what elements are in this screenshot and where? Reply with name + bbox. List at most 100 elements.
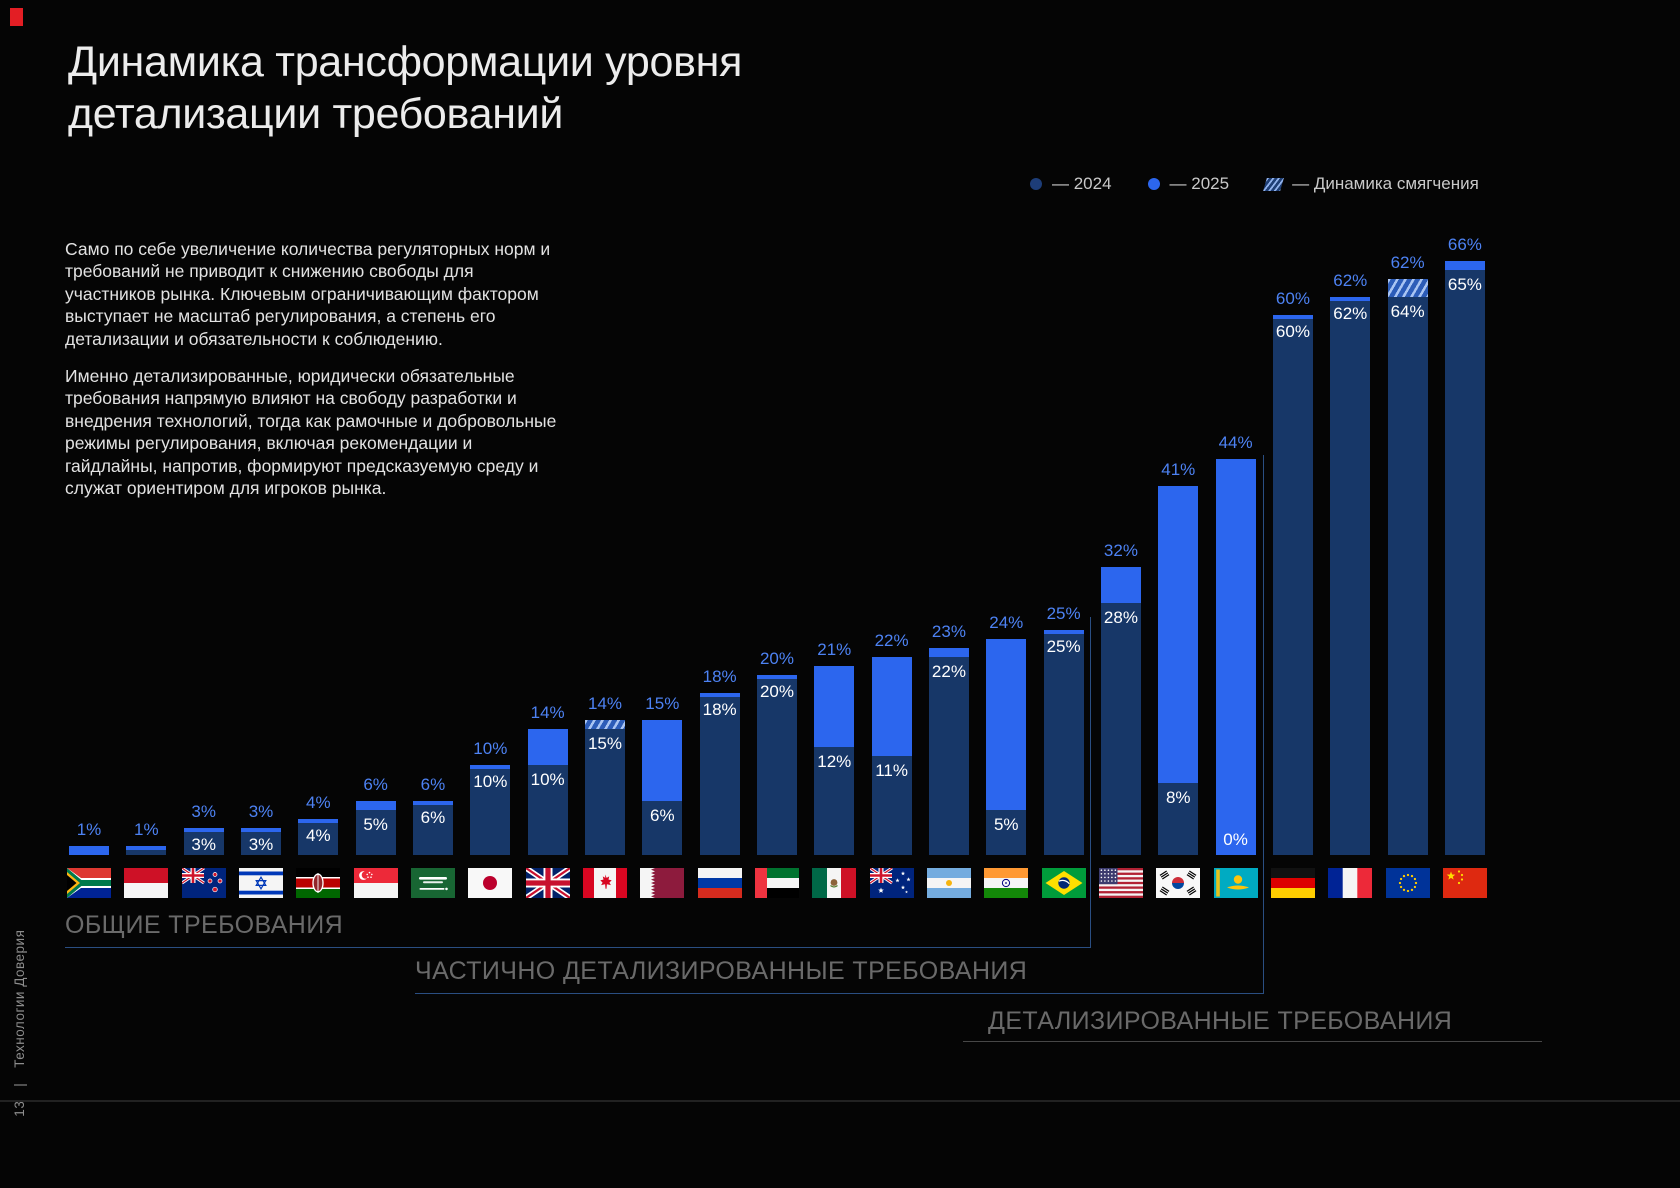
segment-2025	[69, 846, 109, 855]
bar-value-2024: 25%	[1046, 637, 1081, 656]
flag-sa-icon	[410, 868, 455, 898]
bar-value-2025: 18%	[702, 667, 737, 686]
segment-2025	[1444, 261, 1485, 270]
segment-2025	[871, 657, 912, 756]
bar-value-2024: 4%	[306, 826, 331, 845]
segment-2025	[1215, 459, 1256, 855]
flag-au-icon	[869, 868, 914, 898]
bar-value-2024: 60%	[1275, 322, 1310, 341]
flag-in-icon	[984, 868, 1029, 898]
softening-segment	[584, 720, 625, 729]
bar-value-2025: 25%	[1046, 604, 1081, 623]
intro-paragraph-1: Само по себе увеличение количества регул…	[65, 239, 551, 349]
segment-2024	[412, 801, 453, 855]
bar-nz	[183, 828, 224, 855]
bar-cn	[1444, 261, 1485, 855]
bar-mx	[814, 666, 855, 855]
bar-value-2025: 3%	[248, 802, 274, 821]
flag-cn-icon	[1442, 868, 1487, 898]
segment-2024	[1158, 783, 1199, 855]
bottom-divider	[0, 1100, 1680, 1102]
legend-dot-2025-icon	[1147, 178, 1160, 190]
segment-2025	[1043, 630, 1084, 634]
intro-paragraph-2: Именно детализированные, юридически обяз…	[65, 365, 557, 498]
segment-2025	[1100, 567, 1141, 603]
segment-2025	[470, 765, 511, 769]
bar-value-2024: 62%	[1333, 304, 1368, 323]
segment-2025	[986, 639, 1027, 810]
bar-ru	[699, 693, 740, 855]
bar-value-2024: 28%	[1103, 608, 1138, 627]
bar-value-2025: 1%	[76, 820, 102, 839]
segment-2024	[756, 675, 797, 855]
bar-value-2025: 6%	[363, 775, 388, 794]
flag-fr-icon	[1328, 868, 1373, 898]
flag-id-icon	[124, 868, 169, 898]
bar-value-2024: 5%	[993, 815, 1019, 834]
legend: — 2024 — 2025 — Динамика смягчения	[1030, 174, 1479, 194]
segment-2025	[928, 648, 969, 657]
bar-br	[1043, 630, 1084, 855]
segment-2024	[1043, 630, 1084, 855]
segment-2024	[470, 765, 511, 855]
bar-value-2024: 8%	[1165, 788, 1191, 807]
flag-kr-icon	[1156, 868, 1201, 898]
page-title: Динамика трансформации уровня детализаци…	[68, 38, 743, 139]
flag-ar-icon	[926, 868, 971, 898]
flag-sg-icon	[353, 868, 398, 898]
segment-2025	[355, 801, 396, 810]
bar-value-2025: 60%	[1275, 289, 1310, 308]
bar-value-2025: 3%	[191, 802, 216, 821]
segment-2024	[355, 810, 396, 855]
bar-value-2025: 21%	[817, 640, 852, 659]
bar-value-2024: 64%	[1390, 302, 1425, 321]
bar-ar	[928, 648, 969, 855]
bar-value-2025: 14%	[587, 694, 622, 713]
flag-us-icon	[1098, 868, 1143, 898]
flag-ru-icon	[697, 868, 742, 898]
group-bracket-general	[65, 617, 1091, 948]
segment-2024	[584, 729, 625, 855]
segment-2025	[240, 828, 281, 832]
segment-2025	[1158, 486, 1199, 783]
bar-value-2025: 62%	[1390, 253, 1425, 272]
bar-value-2024: 5%	[363, 815, 388, 834]
segment-2024	[240, 828, 281, 855]
segment-2025	[183, 828, 224, 832]
segment-2024	[126, 846, 167, 855]
bar-value-2024: 12%	[817, 752, 852, 771]
bar-value-2025: 44%	[1218, 433, 1253, 452]
segment-2024	[1330, 297, 1371, 855]
bar-value-2024: 10%	[530, 770, 565, 789]
flag-nz-icon	[181, 868, 226, 898]
segment-2025	[527, 729, 568, 765]
segment-2025	[814, 666, 855, 747]
softening-segment	[1387, 279, 1428, 297]
bar-fr	[1330, 297, 1371, 855]
bar-value-2025: 62%	[1333, 271, 1368, 290]
group-label-detailed: ДЕТАЛИЗИРОВАННЫЕ ТРЕБОВАНИЯ	[988, 1007, 1453, 1035]
bar-kz	[1215, 459, 1256, 855]
legend-item-2025: — 2025	[1147, 174, 1230, 194]
bar-value-2024: 3%	[248, 835, 274, 854]
legend-label-2025: — 2025	[1169, 174, 1230, 193]
bar-id	[126, 846, 167, 855]
segment-2024	[871, 756, 912, 855]
bar-value-2025: 66%	[1447, 235, 1482, 254]
bar-ae	[756, 675, 797, 855]
flag-ke-icon	[296, 868, 341, 898]
segment-2024	[527, 765, 568, 855]
bar-value-2025: 1%	[134, 820, 159, 839]
segment-2025	[756, 675, 797, 679]
bar-value-2024: 22%	[931, 662, 966, 681]
segment-2024	[1387, 297, 1428, 855]
segment-2024	[298, 819, 339, 855]
segment-2024	[699, 693, 740, 855]
group-bracket-detailed	[963, 1041, 1542, 1042]
bar-gb	[527, 729, 568, 855]
bar-au	[871, 657, 912, 855]
bar-qa	[642, 720, 683, 855]
segment-2024	[986, 810, 1027, 855]
bar-value-2024: 10%	[473, 772, 508, 791]
segment-2025	[1330, 297, 1371, 301]
